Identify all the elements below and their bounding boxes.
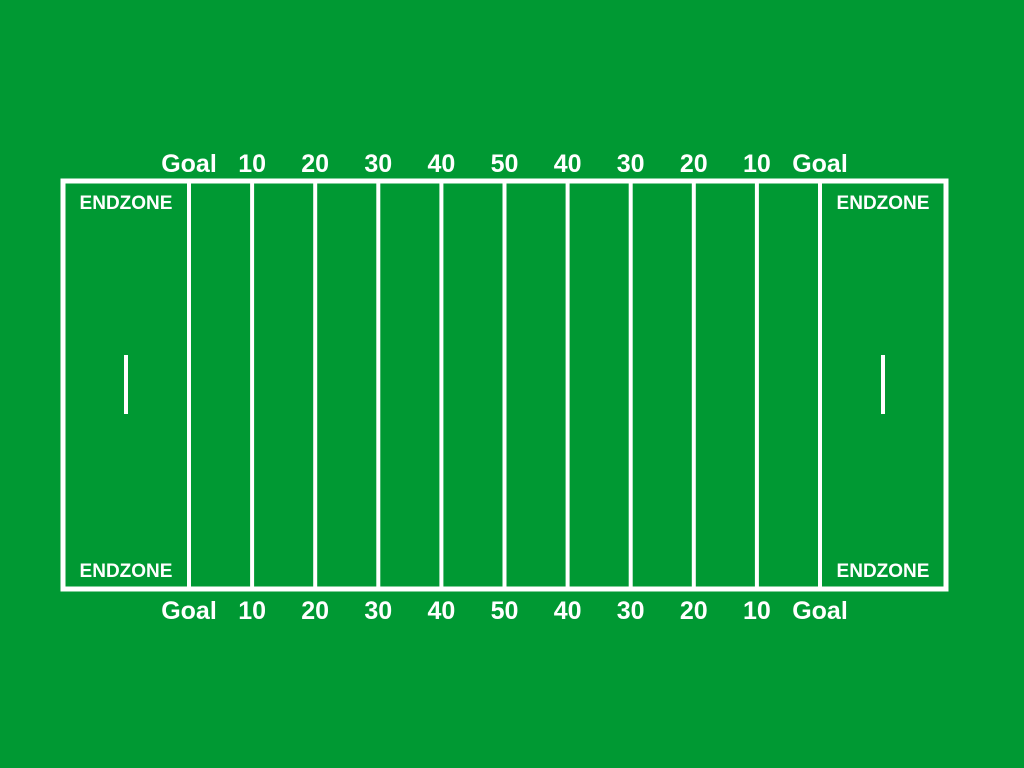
bottom-yard-label: 30 bbox=[617, 597, 645, 625]
left-endzone-top-label: ENDZONE bbox=[80, 193, 173, 214]
bottom-yard-labels: Goal 10 20 30 40 50 40 30 20 10 Goal bbox=[161, 597, 848, 625]
bottom-yard-label: 40 bbox=[427, 597, 455, 625]
top-yard-label: 20 bbox=[680, 150, 708, 178]
left-endzone-bottom-label: ENDZONE bbox=[80, 561, 173, 582]
top-yard-label: 40 bbox=[427, 150, 455, 178]
right-endzone-bottom-label: ENDZONE bbox=[837, 561, 930, 582]
top-yard-label: 30 bbox=[617, 150, 645, 178]
bottom-yard-label: 40 bbox=[554, 597, 582, 625]
top-yard-label: Goal bbox=[161, 150, 217, 178]
bottom-yard-label: Goal bbox=[792, 597, 848, 625]
bottom-yard-label: 20 bbox=[301, 597, 329, 625]
right-endzone-top-label: ENDZONE bbox=[837, 193, 930, 214]
top-yard-labels: Goal 10 20 30 40 50 40 30 20 10 Goal bbox=[161, 150, 848, 178]
top-yard-label: 40 bbox=[554, 150, 582, 178]
bottom-yard-label: 50 bbox=[491, 597, 519, 625]
bottom-yard-label: 30 bbox=[364, 597, 392, 625]
bottom-yard-label: 10 bbox=[743, 597, 771, 625]
top-yard-label: 50 bbox=[491, 150, 519, 178]
top-yard-label: Goal bbox=[792, 150, 848, 178]
top-yard-label: 30 bbox=[364, 150, 392, 178]
bottom-yard-label: 20 bbox=[680, 597, 708, 625]
bottom-yard-label: 10 bbox=[238, 597, 266, 625]
yard-lines bbox=[187, 181, 822, 589]
top-yard-label: 10 bbox=[743, 150, 771, 178]
bottom-yard-label: Goal bbox=[161, 597, 217, 625]
top-yard-label: 10 bbox=[238, 150, 266, 178]
top-yard-label: 20 bbox=[301, 150, 329, 178]
